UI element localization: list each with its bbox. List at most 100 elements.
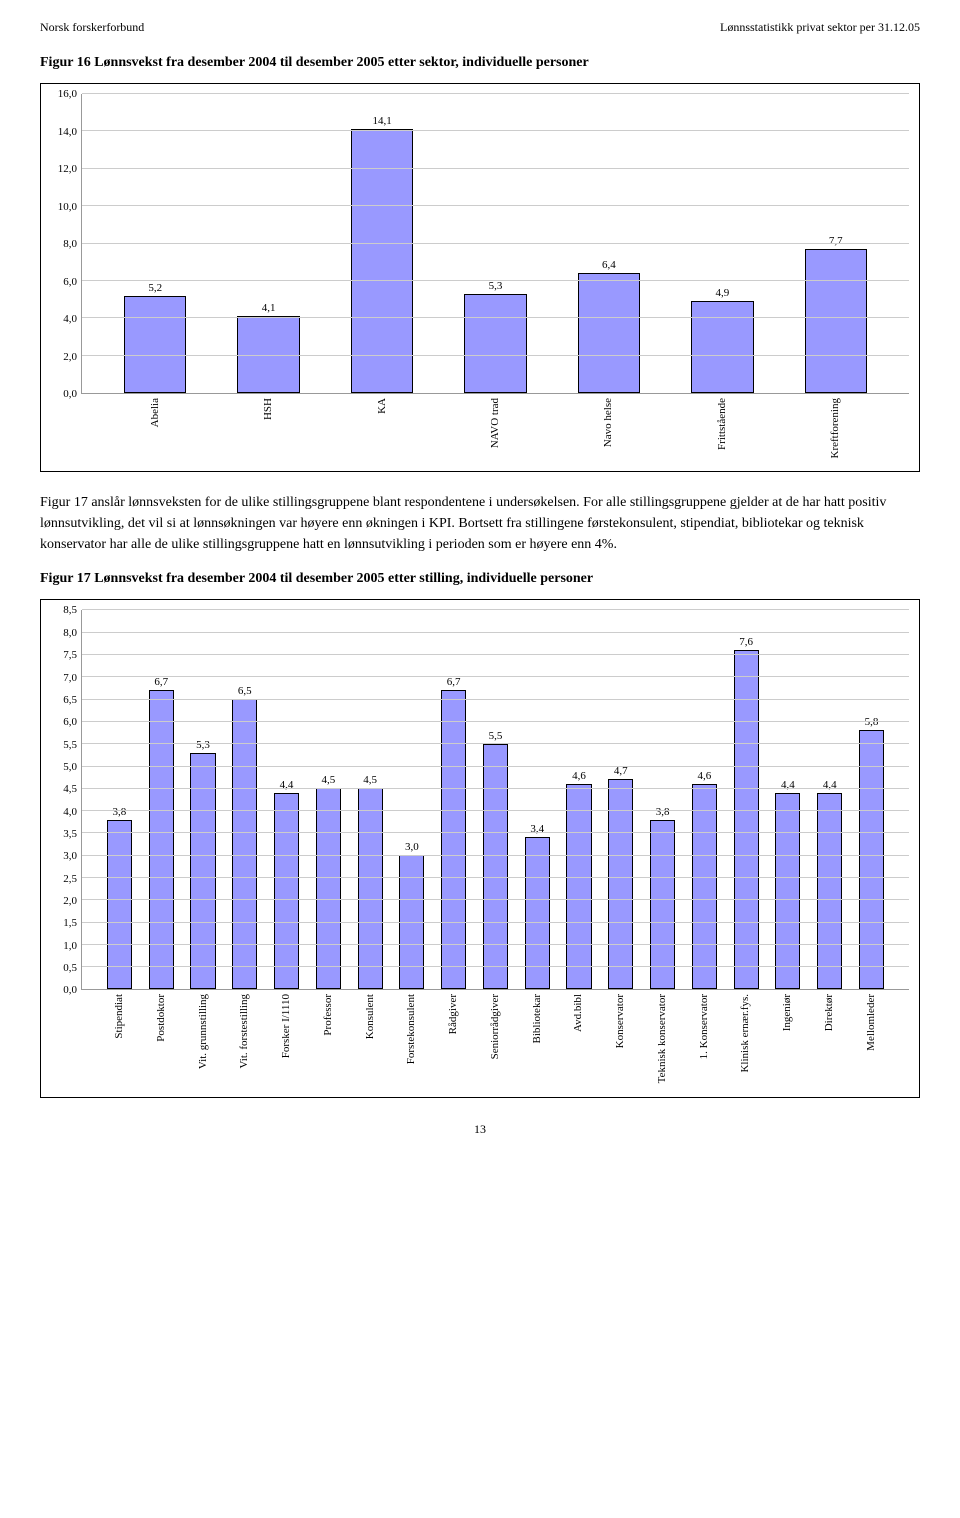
- grid-line: [82, 205, 909, 206]
- y-tick: 6,0: [63, 276, 77, 288]
- y-tick: 4,0: [63, 313, 77, 325]
- fig17-chart: 0,00,51,01,52,02,53,03,54,04,55,05,56,06…: [40, 599, 920, 1097]
- fig17-title: Figur 17 Lønnsvekst fra desember 2004 ti…: [40, 571, 920, 587]
- grid-line: [82, 832, 909, 833]
- bar-slot: 14,1: [325, 94, 438, 393]
- y-tick: 6,5: [63, 694, 77, 706]
- bar: [817, 793, 842, 990]
- x-label: HSH: [212, 394, 325, 461]
- x-label: Konsulent: [349, 990, 391, 1086]
- y-tick: 8,0: [63, 238, 77, 250]
- y-tick: 2,0: [63, 351, 77, 363]
- bar-slot: 4,4: [809, 610, 851, 989]
- bar-value-label: 4,5: [321, 774, 335, 786]
- x-label: Navo helse: [552, 394, 665, 461]
- grid-line: [82, 355, 909, 356]
- grid-line: [82, 93, 909, 94]
- bar-slot: 6,7: [140, 610, 182, 989]
- bar-slot: 4,6: [683, 610, 725, 989]
- grid-line: [82, 743, 909, 744]
- grid-line: [82, 899, 909, 900]
- header-left: Norsk forskerforbund: [40, 20, 144, 35]
- fig16-xlabels: AbeliaHSHKANAVO tradNavo helseFrittståen…: [81, 394, 909, 461]
- bar-value-label: 6,5: [238, 685, 252, 697]
- x-label: Forstekonsulent: [391, 990, 433, 1086]
- fig16-chart: 0,02,04,06,08,010,012,014,016,0 5,24,114…: [40, 83, 920, 472]
- fig17-xlabels: StipendiatPostdoktorVit. grunnstillingVi…: [81, 990, 909, 1086]
- bar-value-label: 3,0: [405, 841, 419, 853]
- bar: [274, 793, 299, 990]
- x-label: Postdoktor: [140, 990, 182, 1086]
- bar: [358, 788, 383, 989]
- bar-slot: 6,5: [224, 610, 266, 989]
- x-label: Teknisk konservator: [641, 990, 683, 1086]
- bar-slot: 4,4: [767, 610, 809, 989]
- bar-value-label: 3,4: [530, 823, 544, 835]
- bar: [692, 784, 717, 990]
- bar-value-label: 4,6: [572, 770, 586, 782]
- grid-line: [82, 922, 909, 923]
- fig17-plot: 3,86,75,36,54,44,54,53,06,75,53,44,64,73…: [81, 610, 909, 990]
- x-label: Vit. forstestilling: [224, 990, 266, 1086]
- bar-slot: 3,4: [516, 610, 558, 989]
- x-label: Vit. grunnstilling: [182, 990, 224, 1086]
- y-tick: 1,0: [63, 940, 77, 952]
- bar-value-label: 7,6: [739, 636, 753, 648]
- bar: [775, 793, 800, 990]
- grid-line: [82, 855, 909, 856]
- bar-value-label: 4,6: [697, 770, 711, 782]
- bar-slot: 5,2: [99, 94, 212, 393]
- bar-value-label: 5,3: [196, 739, 210, 751]
- y-tick: 6,0: [63, 716, 77, 728]
- bar-slot: 5,3: [439, 94, 552, 393]
- y-tick: 0,0: [63, 388, 77, 400]
- grid-line: [82, 130, 909, 131]
- fig16-plot: 5,24,114,15,36,44,97,7: [81, 94, 909, 394]
- grid-line: [82, 243, 909, 244]
- bar-value-label: 5,2: [148, 282, 162, 294]
- x-label: Seniorrådgiver: [474, 990, 516, 1086]
- bar: [805, 249, 867, 393]
- bar-value-label: 5,5: [489, 730, 503, 742]
- grid-line: [82, 654, 909, 655]
- grid-line: [82, 609, 909, 610]
- bar: [464, 294, 526, 393]
- x-label: Bibliotekar: [516, 990, 558, 1086]
- y-tick: 3,0: [63, 850, 77, 862]
- grid-line: [82, 168, 909, 169]
- bar-value-label: 4,1: [262, 302, 276, 314]
- y-tick: 10,0: [58, 201, 77, 213]
- y-tick: 0,5: [63, 962, 77, 974]
- x-label: NAVO trad: [438, 394, 551, 461]
- bar-value-label: 4,4: [280, 779, 294, 791]
- bar-value-label: 4,4: [781, 779, 795, 791]
- bar-slot: 5,8: [851, 610, 893, 989]
- fig16-yaxis: 0,02,04,06,08,010,012,014,016,0: [41, 94, 81, 394]
- bar: [316, 788, 341, 989]
- y-tick: 2,5: [63, 873, 77, 885]
- bar-slot: 4,6: [558, 610, 600, 989]
- grid-line: [82, 877, 909, 878]
- y-tick: 7,5: [63, 649, 77, 661]
- bar: [650, 820, 675, 990]
- y-tick: 4,0: [63, 806, 77, 818]
- bar-slot: 4,5: [349, 610, 391, 989]
- bar-slot: 7,6: [725, 610, 767, 989]
- x-label: Kreftforening: [778, 394, 891, 461]
- bar-value-label: 4,9: [715, 287, 729, 299]
- bar: [691, 301, 753, 393]
- y-tick: 8,5: [63, 604, 77, 616]
- bar-slot: 7,7: [779, 94, 892, 393]
- y-tick: 2,0: [63, 895, 77, 907]
- bar-slot: 4,4: [266, 610, 308, 989]
- x-label: Professor: [307, 990, 349, 1086]
- y-tick: 14,0: [58, 126, 77, 138]
- bar-value-label: 6,7: [154, 676, 168, 688]
- bar-value-label: 4,4: [823, 779, 837, 791]
- fig17-yaxis: 0,00,51,01,52,02,53,03,54,04,55,05,56,06…: [41, 610, 81, 990]
- bar-slot: 4,9: [666, 94, 779, 393]
- grid-line: [82, 280, 909, 281]
- bar-slot: 3,8: [642, 610, 684, 989]
- y-tick: 7,0: [63, 672, 77, 684]
- x-label: Frittstående: [665, 394, 778, 461]
